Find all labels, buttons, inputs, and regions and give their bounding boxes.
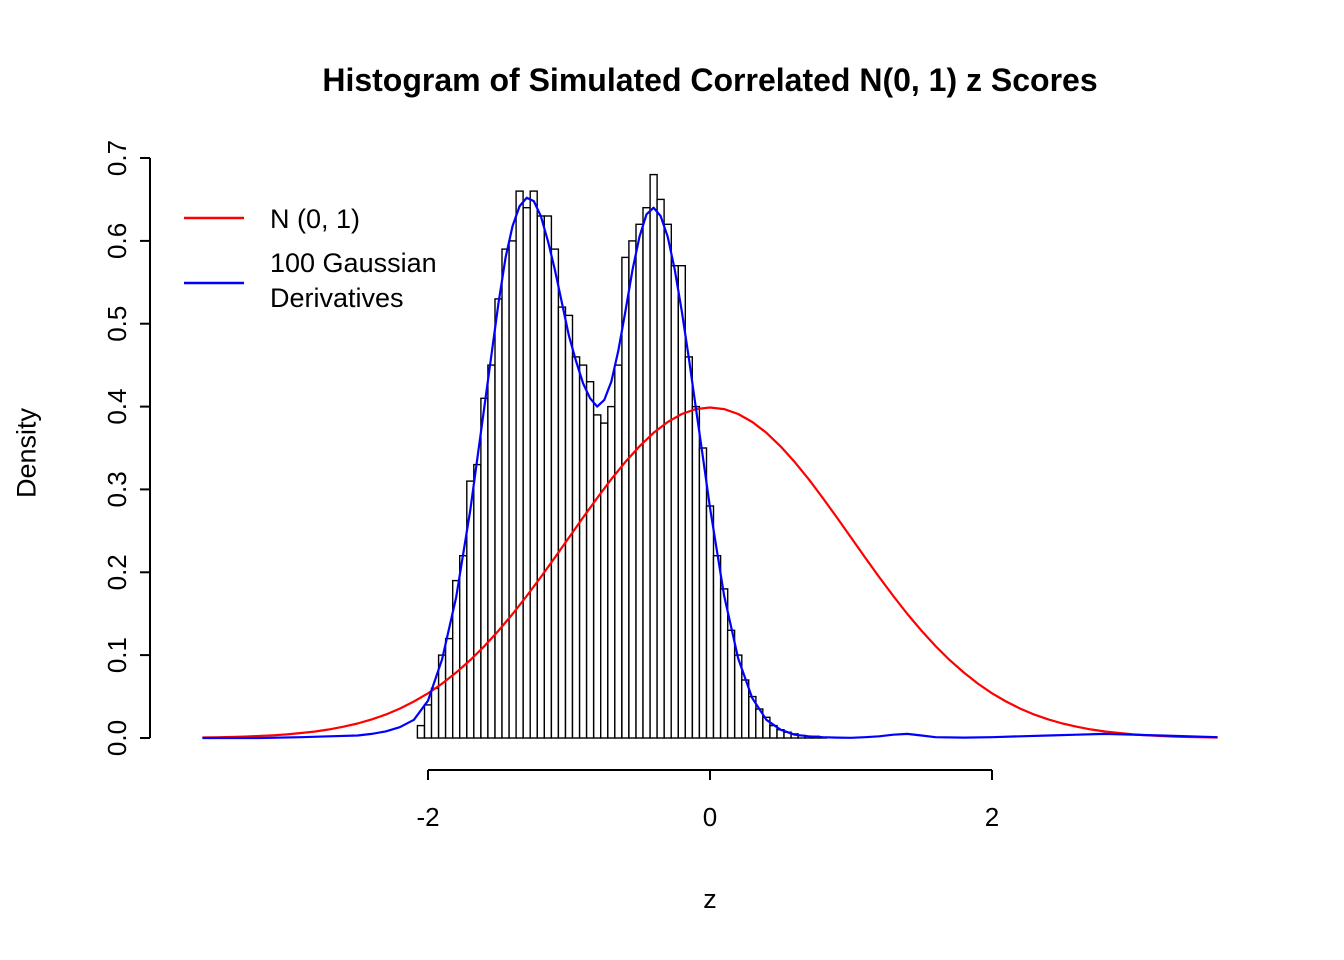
histogram-bar (649, 173, 658, 739)
histogram-bar (522, 206, 532, 739)
histogram-bar (444, 637, 454, 739)
histogram-bar (593, 414, 602, 739)
histogram-bar (663, 223, 673, 739)
histogram-bar (473, 463, 482, 739)
legend-label-derivatives: 100 Gaussian Derivatives (270, 248, 437, 313)
y-tick-label: 0.0 (102, 720, 132, 756)
histogram-bar (635, 223, 644, 739)
normal-curve (202, 406, 1218, 739)
histogram-bar (691, 405, 701, 739)
histogram-bar (564, 314, 574, 739)
histogram-bar (642, 206, 651, 739)
histogram-bar (543, 215, 553, 739)
histogram-bar (607, 405, 616, 739)
histogram-bar (705, 505, 715, 739)
y-tick-label: 0.3 (102, 471, 132, 507)
histogram-bar (571, 356, 581, 739)
chart-title: Histogram of Simulated Correlated N(0, 1… (322, 62, 1098, 98)
histogram-bar (656, 198, 665, 739)
histogram-bar (585, 381, 595, 739)
legend-label-normal: N (0, 1) (270, 204, 361, 234)
histogram-bar (416, 724, 426, 739)
y-axis-label: Density (11, 407, 42, 499)
histogram-bar (430, 687, 440, 739)
histogram-bar (501, 248, 510, 739)
y-tick-label: 0.7 (102, 140, 132, 176)
histogram-bar (578, 364, 588, 739)
y-tick-label: 0.2 (102, 554, 132, 590)
x-axis-label: z (703, 884, 717, 914)
histogram-bar (487, 364, 496, 739)
histogram-bar (600, 422, 609, 739)
histogram-bar (508, 240, 517, 739)
histogram-bar (480, 397, 489, 739)
y-tick-label: 0.4 (102, 389, 132, 425)
histogram-bar (614, 364, 623, 739)
x-tick-label: 0 (703, 802, 717, 832)
derivative-curve (202, 196, 1218, 740)
y-tick-label: 0.5 (102, 306, 132, 342)
histogram-bar (677, 265, 686, 739)
histogram-bar (550, 248, 560, 739)
histogram-bar (557, 306, 567, 739)
histogram-bar (684, 356, 693, 739)
y-tick-label: 0.1 (102, 637, 132, 673)
histogram-bar (741, 679, 750, 739)
histogram-bar (628, 240, 637, 739)
histogram-bar (515, 190, 524, 739)
histogram-bar (536, 215, 546, 739)
histogram-bar (423, 704, 433, 739)
histogram-bar (670, 265, 679, 739)
histogram-bar (712, 555, 722, 739)
y-tick-label: 0.6 (102, 223, 132, 259)
x-tick-label: 2 (985, 802, 999, 832)
histogram-bar (698, 447, 708, 739)
x-tick-label: -2 (416, 802, 439, 832)
histogram-bar (529, 190, 538, 739)
histogram-bar (459, 555, 468, 739)
histogram-bar (726, 629, 736, 739)
histogram-bar (494, 298, 503, 739)
